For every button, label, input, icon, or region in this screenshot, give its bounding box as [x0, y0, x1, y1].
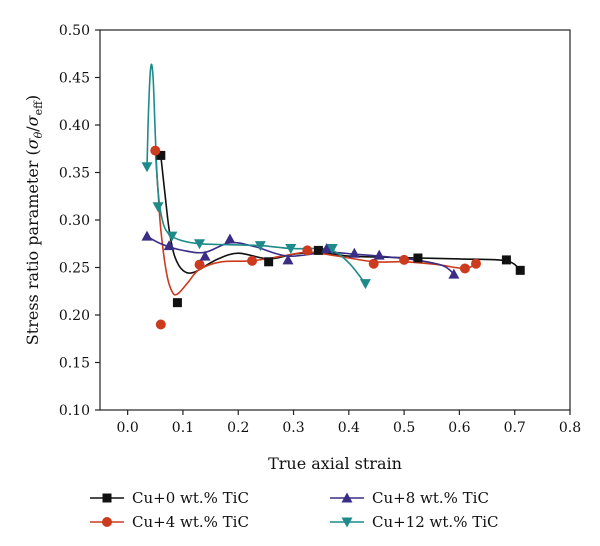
- x-axis-label: True axial strain: [268, 454, 402, 473]
- point-s3-5: [285, 244, 297, 254]
- point-s3-2: [166, 231, 178, 242]
- y-tick-label-7: 0.45: [59, 71, 90, 87]
- legend-marker-2: [341, 492, 353, 503]
- x-tick-label-1: 0.1: [172, 420, 194, 436]
- y-tick-label-2: 0.20: [59, 308, 90, 324]
- y-axis-label-slash: /: [23, 126, 42, 132]
- legend-label-0: Cu+0 wt.% TiC: [132, 489, 249, 507]
- point-s1-8: [471, 258, 481, 269]
- y-tick-label-6: 0.40: [59, 118, 90, 134]
- legend-item-0: Cu+0 wt.% TiC: [90, 489, 249, 507]
- point-s0-2: [264, 257, 274, 267]
- legend-label-2: Cu+8 wt.% TiC: [372, 489, 489, 507]
- point-s3-0: [141, 162, 153, 173]
- y-axis-label-close: ): [23, 95, 42, 101]
- y-axis-label: Stress ratio parameter (σθ/σeff): [23, 95, 45, 345]
- x-tick-label-6: 0.6: [448, 420, 470, 436]
- y-axis-label-sigma-2: σ: [23, 114, 42, 126]
- axis-ticks: 0.0 0.1 0.2 0.3 0.4 0.5 0.6 0.7 0.8 0.10 0.15 0.20 0…: [59, 23, 581, 436]
- x-tick-label-3: 0.3: [282, 420, 304, 436]
- legend-marker-1: [102, 517, 112, 527]
- x-tick-label-5: 0.5: [393, 420, 415, 436]
- x-tick-label-2: 0.2: [227, 420, 249, 436]
- legend-item-3: Cu+12 wt.% TiC: [330, 513, 499, 531]
- point-s0-3: [313, 245, 323, 255]
- x-tick-label-8: 0.8: [559, 420, 581, 436]
- point-s2-2: [199, 250, 211, 261]
- point-s3-1: [152, 202, 164, 213]
- point-s1-0: [150, 145, 161, 156]
- y-tick-label-8: 0.50: [59, 23, 90, 39]
- y-axis-label-sigma-1: σ: [23, 137, 42, 149]
- series-line-1: [154, 150, 477, 296]
- y-axis-label-main: Stress ratio parameter (: [23, 149, 42, 345]
- point-s2-7: [373, 249, 385, 260]
- legend-marker-0: [102, 493, 112, 503]
- point-s2-5: [321, 243, 333, 253]
- legend: Cu+0 wt.% TiC Cu+8 wt.% TiC Cu+4 wt.% TiC C…: [90, 489, 499, 531]
- y-tick-label-5: 0.35: [59, 166, 90, 182]
- point-s1-2: [194, 259, 205, 270]
- point-s0-6: [515, 265, 525, 275]
- point-s3-7: [359, 279, 371, 290]
- point-s1-3: [247, 255, 258, 266]
- point-s1-5: [368, 258, 379, 269]
- point-s2-0: [141, 230, 153, 241]
- legend-item-2: Cu+8 wt.% TiC: [330, 489, 489, 507]
- point-s2-4: [282, 254, 294, 265]
- plot-frame: [99, 29, 571, 411]
- point-s2-8: [448, 268, 460, 279]
- y-tick-label-1: 0.15: [59, 356, 90, 372]
- y-axis-label-sub-eff: eff: [32, 100, 45, 116]
- point-s0-0: [156, 150, 166, 160]
- point-s2-1: [163, 240, 175, 251]
- point-s1-1: [155, 319, 166, 330]
- legend-marker-3: [341, 517, 353, 528]
- point-s1-4: [302, 245, 313, 256]
- y-tick-label-4: 0.30: [59, 213, 90, 229]
- legend-label-3: Cu+12 wt.% TiC: [372, 513, 499, 531]
- x-tick-label-0: 0.0: [117, 420, 139, 436]
- x-tick-label-7: 0.7: [504, 420, 526, 436]
- x-tick-label-4: 0.4: [338, 420, 360, 436]
- point-s1-6: [399, 254, 410, 265]
- point-s3-4: [254, 241, 266, 252]
- legend-item-1: Cu+4 wt.% TiC: [90, 513, 249, 531]
- point-s2-3: [224, 233, 236, 244]
- point-s2-6: [348, 247, 360, 258]
- point-s0-5: [501, 255, 511, 265]
- y-tick-label-3: 0.25: [59, 261, 90, 277]
- point-s0-4: [413, 253, 423, 263]
- y-axis-label-sub-theta: θ: [32, 131, 45, 138]
- series-markers: [141, 145, 525, 330]
- point-s0-1: [172, 298, 182, 308]
- point-s3-3: [194, 239, 206, 250]
- legend-label-1: Cu+4 wt.% TiC: [132, 513, 249, 531]
- point-s3-6: [326, 244, 338, 254]
- point-s1-7: [459, 263, 470, 274]
- y-tick-label-0: 0.10: [59, 403, 90, 419]
- series-line-2: [146, 235, 455, 275]
